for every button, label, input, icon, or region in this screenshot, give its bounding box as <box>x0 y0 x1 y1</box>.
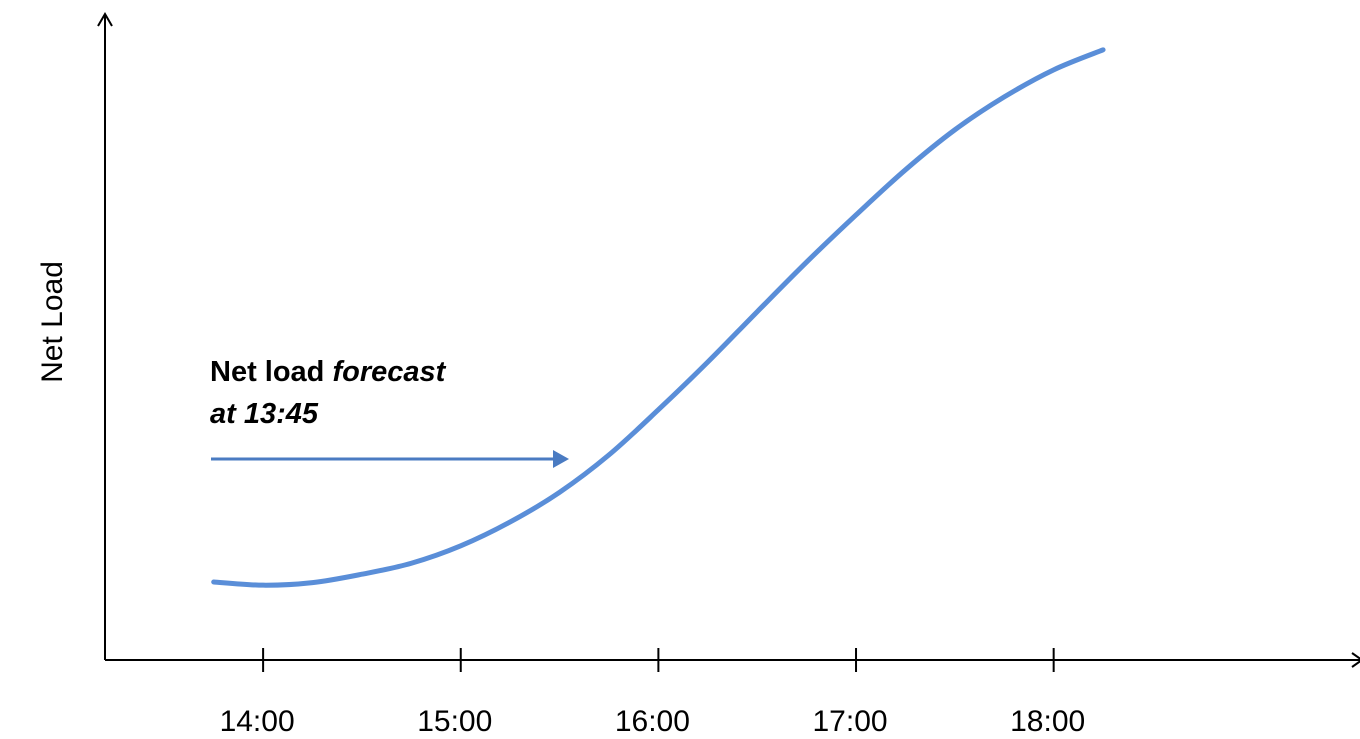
x-tick-label: 18:00 <box>1010 705 1085 738</box>
axes <box>97 12 1360 668</box>
x-axis-arrow <box>1351 652 1360 668</box>
y-axis-arrow <box>97 12 113 27</box>
annotation-text: Net load <box>210 356 324 388</box>
series-line <box>211 47 1106 588</box>
annotation: Net load forecast <box>210 356 447 388</box>
annotation-line2: at 13:45 <box>210 398 319 430</box>
x-tick-label: 16:00 <box>615 705 690 738</box>
x-tick-label: 17:00 <box>812 705 887 738</box>
x-tick-label: 15:00 <box>417 705 492 738</box>
annotation-emphasis: forecast <box>332 356 446 388</box>
y-axis-label: Net Load <box>36 261 69 383</box>
annotation-arrowhead <box>553 450 569 468</box>
x-tick-label: 14:00 <box>220 705 295 738</box>
